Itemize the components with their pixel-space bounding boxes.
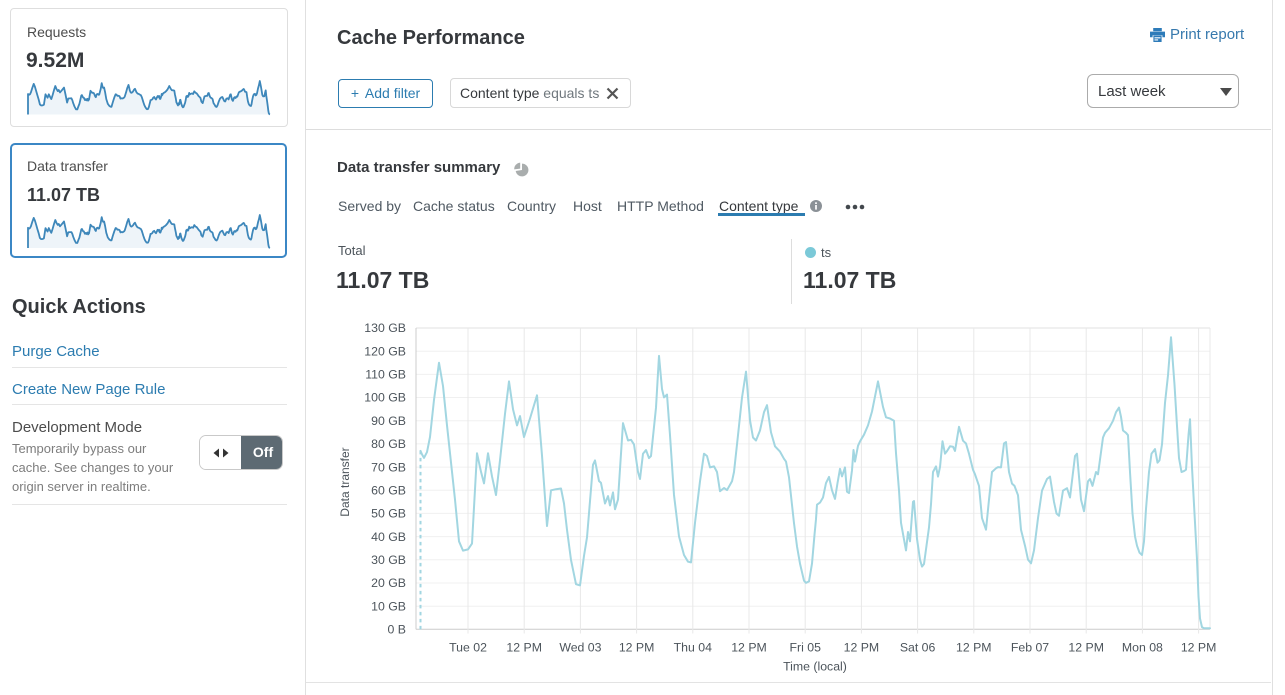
- svg-text:Mon 08: Mon 08: [1122, 641, 1163, 655]
- svg-text:60 GB: 60 GB: [371, 484, 406, 498]
- svg-text:20 GB: 20 GB: [371, 576, 406, 590]
- svg-text:Tue 02: Tue 02: [449, 641, 487, 655]
- svg-text:Sat 06: Sat 06: [900, 641, 936, 655]
- svg-text:12 PM: 12 PM: [844, 641, 880, 655]
- svg-text:70 GB: 70 GB: [371, 460, 406, 474]
- svg-text:12 PM: 12 PM: [1068, 641, 1104, 655]
- svg-text:130 GB: 130 GB: [364, 321, 406, 335]
- svg-text:Feb 07: Feb 07: [1011, 641, 1049, 655]
- svg-text:12 PM: 12 PM: [956, 641, 992, 655]
- svg-text:110 GB: 110 GB: [365, 368, 406, 382]
- svg-text:80 GB: 80 GB: [371, 437, 406, 451]
- svg-text:Time (local): Time (local): [783, 660, 847, 674]
- svg-text:10 GB: 10 GB: [371, 599, 406, 613]
- svg-text:100 GB: 100 GB: [364, 391, 406, 405]
- svg-text:Data transfer: Data transfer: [338, 447, 352, 516]
- svg-text:12 PM: 12 PM: [506, 641, 542, 655]
- svg-text:0 B: 0 B: [388, 623, 406, 637]
- svg-text:Wed 03: Wed 03: [559, 641, 601, 655]
- svg-text:90 GB: 90 GB: [371, 414, 406, 428]
- svg-text:12 PM: 12 PM: [619, 641, 655, 655]
- svg-text:40 GB: 40 GB: [371, 530, 406, 544]
- svg-text:50 GB: 50 GB: [371, 507, 406, 521]
- svg-text:Thu 04: Thu 04: [674, 641, 712, 655]
- svg-text:120 GB: 120 GB: [364, 344, 406, 358]
- svg-text:12 PM: 12 PM: [1181, 641, 1217, 655]
- svg-text:Fri 05: Fri 05: [789, 641, 821, 655]
- svg-text:12 PM: 12 PM: [731, 641, 767, 655]
- svg-text:30 GB: 30 GB: [371, 553, 406, 567]
